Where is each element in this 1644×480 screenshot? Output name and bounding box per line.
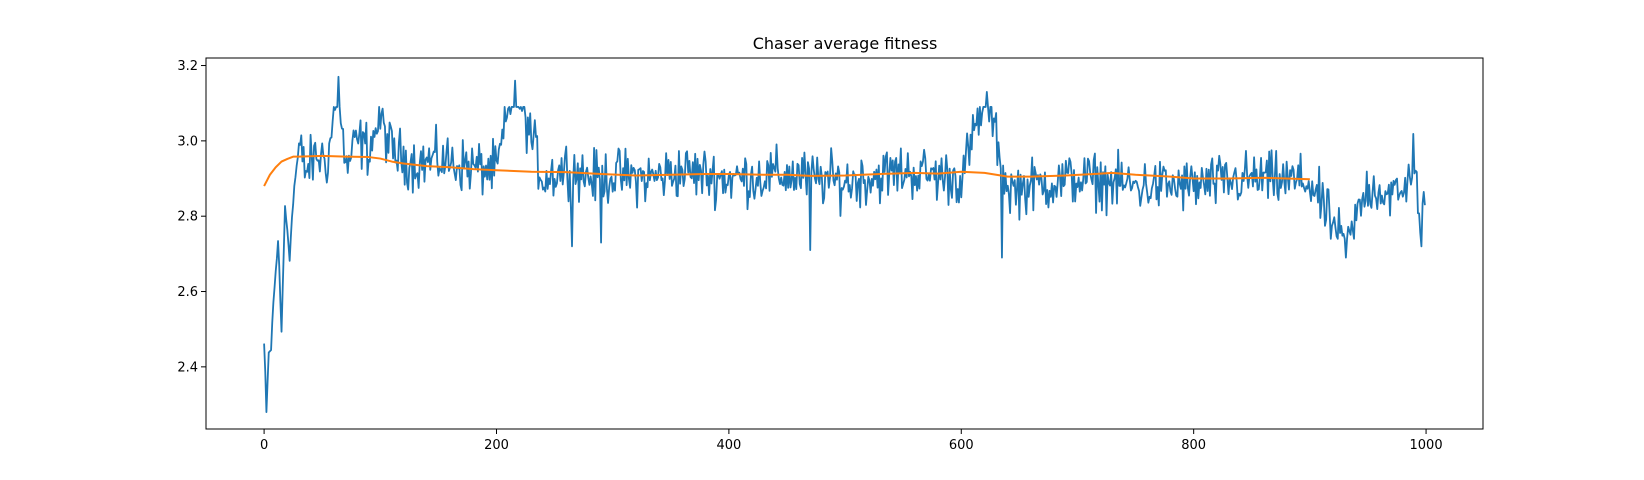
x-tick-label: 400 xyxy=(716,438,741,453)
y-tick-label: 2.6 xyxy=(177,285,198,300)
plot-area-frame xyxy=(205,57,1484,430)
y-tick-label: 3.2 xyxy=(177,59,198,74)
chart-title: Chaser average fitness xyxy=(753,34,938,53)
x-tick-label: 600 xyxy=(949,438,974,453)
y-ticks: 2.4 2.6 2.8 3.0 3.2 xyxy=(177,59,206,375)
x-ticks: 0 200 400 600 800 1000 xyxy=(260,429,1443,453)
x-tick-label: 200 xyxy=(484,438,509,453)
series-line-smooth xyxy=(263,154,1310,187)
x-tick-label: 0 xyxy=(260,438,268,453)
y-tick-label: 2.8 xyxy=(177,210,198,225)
y-tick-label: 3.0 xyxy=(177,134,198,149)
series-group xyxy=(263,75,1426,413)
x-tick-label: 1000 xyxy=(1410,438,1443,453)
x-tick-label: 800 xyxy=(1181,438,1206,453)
y-tick-label: 2.4 xyxy=(177,360,198,375)
series-line-raw xyxy=(263,75,1426,413)
